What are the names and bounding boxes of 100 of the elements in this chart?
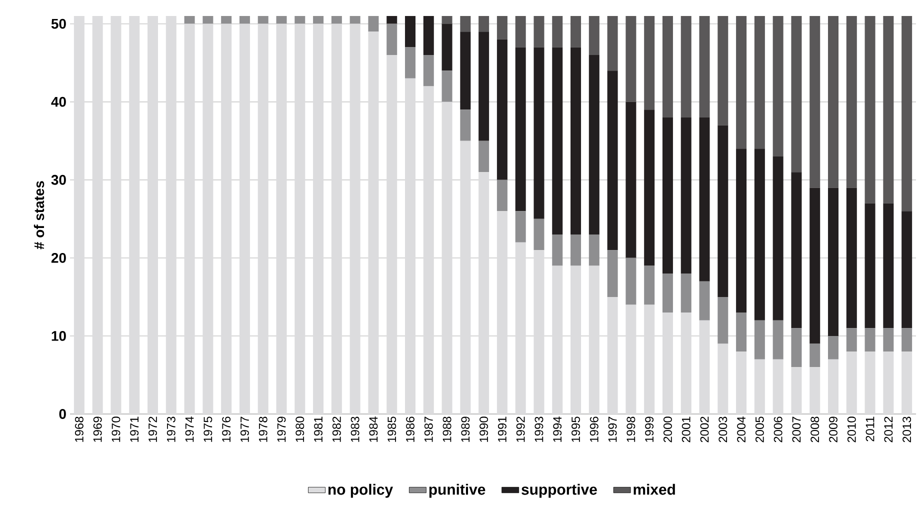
- bar: [699, 16, 710, 118]
- bar: [680, 16, 692, 118]
- bar: [294, 16, 306, 24]
- bar: [754, 320, 765, 360]
- bar: [442, 70, 452, 102]
- bar: [883, 328, 894, 352]
- x-tick-label: 2007: [792, 416, 801, 442]
- bar: [515, 47, 526, 212]
- x-tick-label: 1998: [626, 416, 636, 442]
- x-tick-label: 1981: [314, 416, 323, 442]
- bar: [736, 352, 747, 414]
- bar: [828, 16, 838, 188]
- bar: [423, 16, 434, 56]
- bar: [478, 16, 490, 32]
- x-tick-label: 1997: [608, 416, 617, 442]
- bar: [626, 16, 636, 102]
- bar: [680, 117, 692, 274]
- bar: [588, 55, 600, 235]
- x-tick-label: 1995: [572, 416, 580, 442]
- bar: [552, 16, 563, 48]
- bar: [515, 16, 526, 48]
- bar: [791, 328, 802, 368]
- bar: [221, 16, 232, 24]
- bar: [534, 218, 544, 250]
- x-tick-label: 1992: [516, 416, 525, 442]
- bar: [607, 16, 618, 71]
- x-tick-label: 1979: [277, 416, 286, 442]
- bar: [902, 211, 912, 328]
- bar: [883, 16, 894, 204]
- y-tick-label: 30: [51, 174, 66, 185]
- bar: [313, 16, 324, 24]
- x-tick-label: 1987: [424, 416, 433, 442]
- bar: [442, 24, 452, 71]
- bar: [552, 47, 563, 235]
- x-tick-label: 2011: [866, 416, 874, 442]
- bar: [662, 16, 673, 118]
- bar: [791, 367, 802, 414]
- x-tick-label: 1990: [480, 416, 488, 442]
- bar: [570, 47, 582, 235]
- bar: [680, 274, 692, 313]
- bar: [184, 16, 195, 24]
- x-tick-label: 2004: [737, 416, 746, 442]
- x-tick-label: 1971: [130, 416, 139, 442]
- x-tick-label: 1977: [240, 416, 249, 442]
- bar: [699, 281, 710, 320]
- bar: [534, 16, 544, 48]
- bar: [902, 328, 912, 352]
- x-tick-label: 1976: [222, 416, 231, 442]
- bar: [846, 188, 857, 328]
- x-tick-label: 2000: [663, 416, 672, 442]
- x-tick-label: 2010: [847, 416, 856, 442]
- bar: [864, 203, 876, 328]
- bar: [883, 203, 894, 328]
- bar: [258, 16, 268, 24]
- bar: [496, 16, 508, 40]
- bar: [810, 344, 820, 368]
- bar: [478, 140, 490, 172]
- x-tick-label: 1975: [204, 416, 212, 442]
- bar: [239, 16, 250, 24]
- x-tick-label: 1991: [498, 416, 506, 442]
- bar: [386, 16, 398, 24]
- bar: [552, 234, 563, 266]
- bar: [754, 359, 765, 414]
- bar: [570, 234, 582, 266]
- bar: [791, 172, 802, 328]
- y-tick-label: 10: [52, 331, 66, 341]
- bar: [496, 39, 508, 180]
- bar: [828, 336, 838, 360]
- bar: [404, 16, 416, 48]
- bar: [350, 16, 360, 24]
- bar: [718, 296, 728, 344]
- legend-label: no policy: [328, 484, 393, 498]
- bar: [404, 47, 416, 78]
- bar: [607, 70, 618, 250]
- y-tick-label: 50: [51, 18, 66, 29]
- x-tick-label: 2006: [774, 416, 782, 442]
- y-tick-label: 20: [51, 252, 66, 263]
- legend-label: supportive: [522, 484, 597, 498]
- bar: [736, 148, 747, 313]
- x-tick-label: 1974: [185, 416, 194, 442]
- x-tick-label: 1994: [553, 416, 562, 442]
- bar: [644, 16, 655, 110]
- bar: [644, 266, 655, 305]
- bar: [846, 328, 857, 352]
- bar: [460, 32, 471, 110]
- bar: [902, 352, 912, 414]
- bar: [864, 16, 876, 204]
- x-tick-label: 1969: [93, 416, 102, 442]
- bar: [828, 359, 838, 414]
- x-tick-label: 2001: [682, 416, 690, 442]
- x-tick-label: 1985: [388, 416, 396, 442]
- bar: [846, 352, 857, 414]
- bar: [607, 250, 618, 297]
- x-tick-label: 2013: [902, 416, 912, 442]
- bar: [202, 16, 214, 24]
- legend-label: punitive: [429, 484, 486, 498]
- bar: [791, 16, 802, 172]
- bar: [810, 188, 820, 344]
- legend-label: mixed: [634, 484, 675, 495]
- bar: [644, 110, 655, 266]
